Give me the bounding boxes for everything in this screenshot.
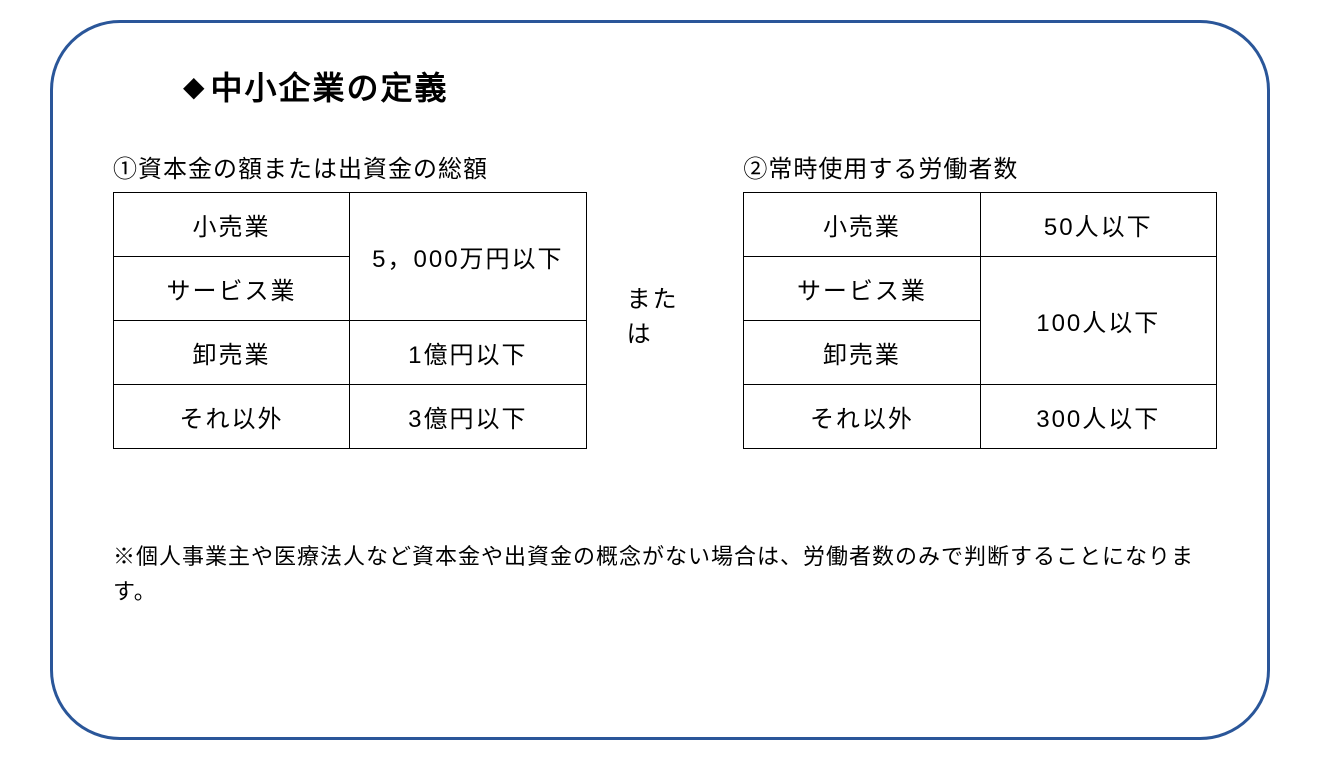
footnote: ※個人事業主や医療法人など資本金や出資金の概念がない場合は、労働者数のみで判断す…: [113, 539, 1207, 609]
cell-value: 50人以下: [980, 193, 1216, 257]
content-row: ①資本金の額または出資金の総額 小売業 5，000万円以下 サービス業 卸売業 …: [113, 149, 1217, 449]
cell-label: 卸売業: [744, 321, 980, 385]
cell-label: それ以外: [114, 385, 350, 449]
cell-value: 100人以下: [980, 257, 1216, 385]
cell-label: サービス業: [744, 257, 980, 321]
cell-value: 1億円以下: [350, 321, 586, 385]
capital-block: ①資本金の額または出資金の総額 小売業 5，000万円以下 サービス業 卸売業 …: [113, 149, 587, 449]
connector-text: または: [617, 279, 714, 349]
table-row: 小売業 50人以下: [744, 193, 1217, 257]
cell-label: 小売業: [114, 193, 350, 257]
cell-label: それ以外: [744, 385, 980, 449]
capital-header: ①資本金の額または出資金の総額: [113, 149, 587, 184]
definition-frame: ◆ 中小企業の定義 ①資本金の額または出資金の総額 小売業 5，000万円以下 …: [50, 20, 1270, 740]
capital-table: 小売業 5，000万円以下 サービス業 卸売業 1億円以下 それ以外 3億円以下: [113, 192, 587, 449]
cell-label: 小売業: [744, 193, 980, 257]
workers-table: 小売業 50人以下 サービス業 100人以下 卸売業 それ以外 300人以下: [743, 192, 1217, 449]
cell-value: 3億円以下: [350, 385, 586, 449]
table-row: 小売業 5，000万円以下: [114, 193, 587, 257]
table-row: 卸売業 1億円以下: [114, 321, 587, 385]
workers-block: ②常時使用する労働者数 小売業 50人以下 サービス業 100人以下 卸売業 そ…: [743, 149, 1217, 449]
cell-label: 卸売業: [114, 321, 350, 385]
workers-header: ②常時使用する労働者数: [743, 149, 1217, 184]
cell-value: 5，000万円以下: [350, 193, 586, 321]
table-row: それ以外 3億円以下: [114, 385, 587, 449]
cell-value: 300人以下: [980, 385, 1216, 449]
table-row: それ以外 300人以下: [744, 385, 1217, 449]
page-title: 中小企業の定義: [211, 63, 449, 109]
diamond-icon: ◆: [183, 70, 205, 103]
title-row: ◆ 中小企業の定義: [183, 63, 1217, 109]
table-row: サービス業 100人以下: [744, 257, 1217, 321]
cell-label: サービス業: [114, 257, 350, 321]
